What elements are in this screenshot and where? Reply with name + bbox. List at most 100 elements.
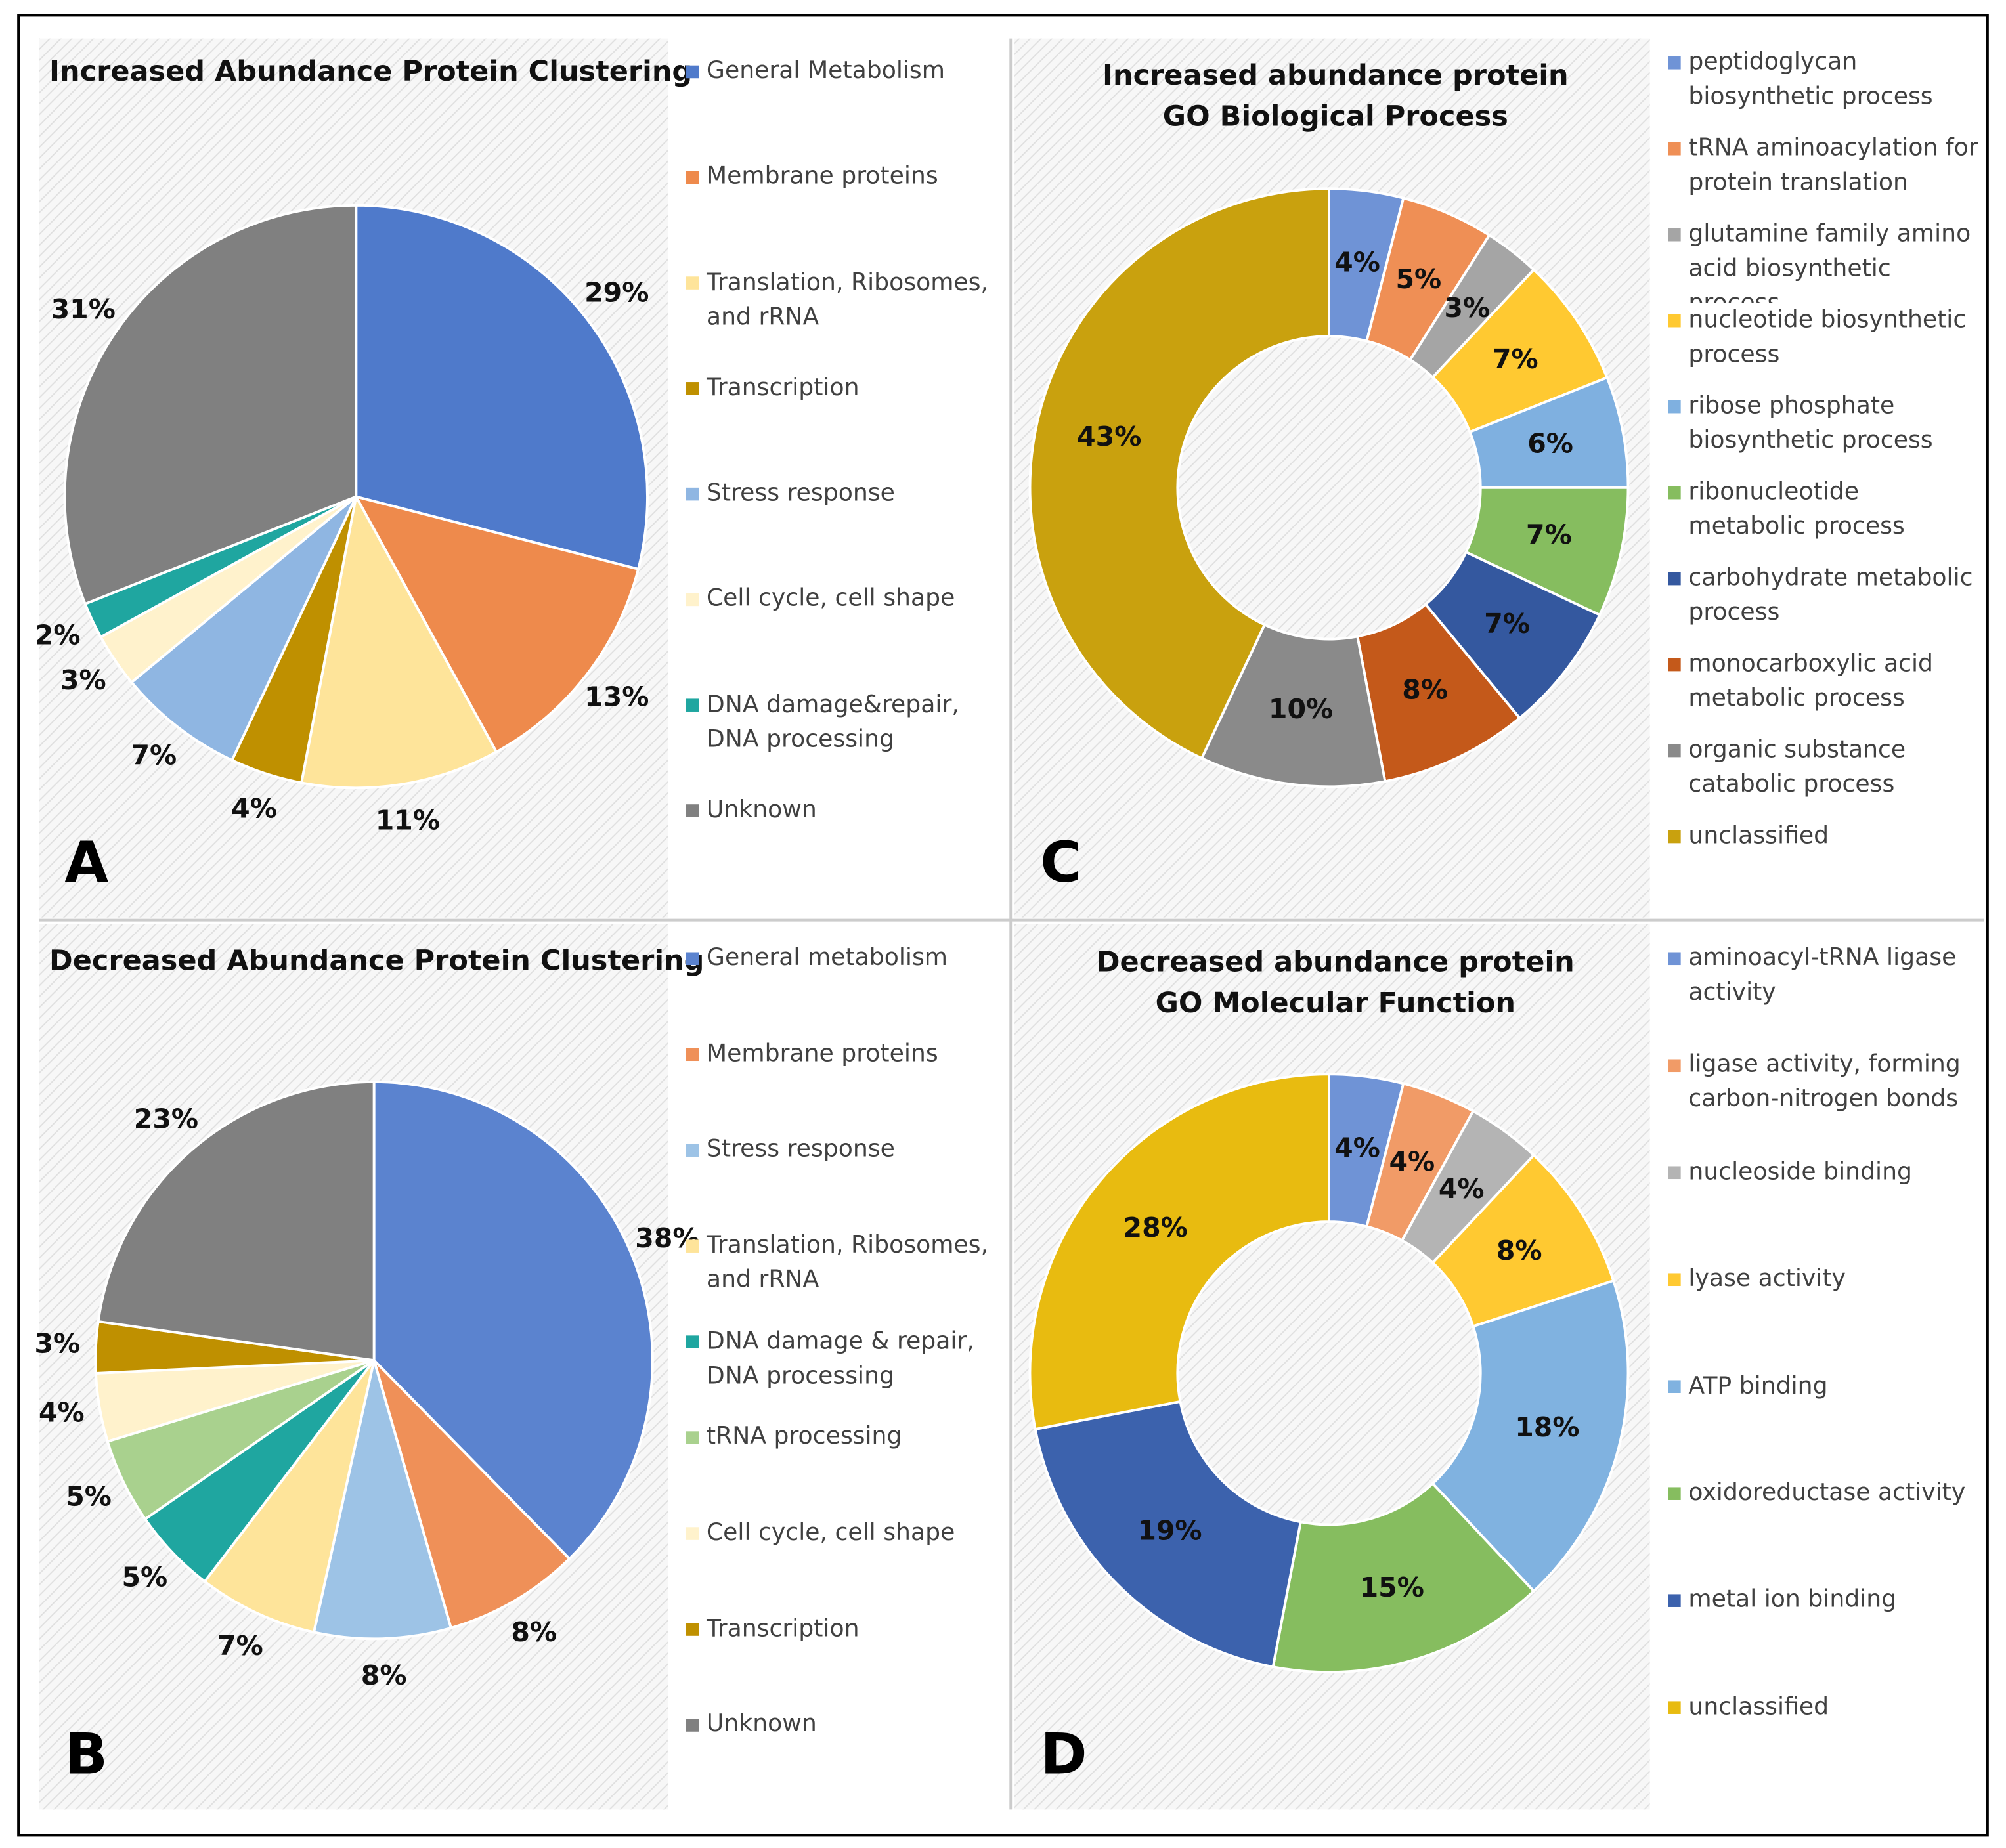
- legend-entry: ribonucleotide metabolic process: [1688, 479, 1905, 540]
- legend-entry: ligase activity, forming carbon-nitrogen…: [1688, 1051, 1961, 1113]
- pie-slice: [299, 492, 498, 790]
- data-label: 4%: [1334, 246, 1380, 278]
- legend-swatch: [1668, 142, 1681, 156]
- legend-label: peptidoglycan biosynthetic process: [1688, 49, 1933, 111]
- legend-swatch: [686, 1527, 699, 1540]
- legend-entry: General Metabolism: [707, 58, 945, 85]
- legend-entry: Translation, Ribosomes, and rRNA: [706, 1232, 989, 1294]
- legend-swatch: [1668, 830, 1681, 844]
- data-label: 7%: [217, 1630, 263, 1662]
- legend-label: Stress response: [706, 1136, 895, 1163]
- donut-slice: [1271, 1482, 1536, 1674]
- pie-slice: [372, 1080, 654, 1561]
- legend-label: Unknown: [706, 796, 817, 824]
- legend-label: lyase activity: [1688, 1265, 1846, 1293]
- legend-swatch: [1668, 1380, 1681, 1394]
- legend-label: unclassified: [1688, 1693, 1829, 1721]
- pie-slice: [63, 204, 358, 606]
- legend-swatch: [1668, 744, 1681, 758]
- data-label: 29%: [584, 277, 649, 309]
- legend-swatch: [686, 1335, 699, 1348]
- legend-label: Translation, Ribosomes, and rRNA: [706, 1232, 989, 1294]
- legend-entry: aminoacyl-tRNA ligase activity: [1688, 944, 1957, 1006]
- legend-entry: unclassified: [1688, 1693, 1829, 1721]
- legend-label: carbohydrate metabolic process: [1688, 565, 1973, 626]
- legend-swatch: [686, 1144, 699, 1157]
- legend-label: glutamine family amino acid biosynthetic…: [1688, 221, 1971, 303]
- legend-label: aminoacyl-tRNA ligase activity: [1688, 944, 1957, 1006]
- legend-entry: Cell cycle, cell shape: [706, 585, 955, 612]
- legend-swatch: [686, 1623, 699, 1636]
- legend-label: Transcription: [706, 374, 860, 402]
- legend-label: ribose phosphate biosynthetic process: [1688, 393, 1933, 455]
- panel-label: A: [64, 830, 108, 895]
- legend-entry: Membrane proteins: [707, 1041, 938, 1067]
- data-label: 4%: [231, 792, 277, 824]
- legend-entry: Transcription: [706, 374, 860, 402]
- data-label: 6%: [1527, 428, 1573, 460]
- legend-background: [668, 924, 1009, 1810]
- chart-title: Decreased Abundance Protein Clustering: [49, 945, 704, 978]
- panel-label: D: [1040, 1722, 1087, 1788]
- legend-label: Transcription: [706, 1615, 860, 1643]
- data-label: 15%: [1360, 1572, 1424, 1603]
- legend-swatch: [686, 698, 699, 712]
- legend-swatch: [1668, 1594, 1681, 1607]
- legend-swatch: [1668, 1701, 1681, 1714]
- legend-label: General metabolism: [706, 944, 948, 972]
- legend-label: Unknown: [706, 1711, 817, 1738]
- panel-label: C: [1040, 830, 1081, 895]
- legend-swatch: [1668, 56, 1681, 70]
- legend-entry: organic substance catabolic process: [1688, 737, 1906, 798]
- pie-slice: [355, 204, 649, 571]
- data-label: 13%: [584, 681, 649, 712]
- data-label: 43%: [1077, 421, 1141, 452]
- legend-entry: glutamine family amino acid biosynthetic…: [1688, 221, 1971, 303]
- panel-label: B: [64, 1722, 108, 1788]
- data-label: 8%: [361, 1660, 407, 1691]
- legend-label: ligase activity, forming carbon-nitrogen…: [1688, 1051, 1961, 1113]
- data-label: 3%: [34, 1328, 80, 1360]
- legend-swatch: [686, 487, 699, 501]
- data-label: 3%: [60, 664, 106, 696]
- legend-swatch: [1668, 658, 1681, 672]
- chart-title: GO Biological Process: [1163, 100, 1508, 133]
- legend-background: [1649, 38, 1984, 918]
- legend-swatch: [1668, 1166, 1681, 1180]
- legend-label: Stress response: [706, 480, 895, 507]
- pie-slice: [129, 496, 358, 762]
- data-label: 28%: [1123, 1212, 1188, 1243]
- data-label: 7%: [1493, 343, 1538, 375]
- legend-swatch: [1668, 1273, 1681, 1287]
- legend-entry: Translation, Ribosomes, and rRNA: [707, 269, 988, 331]
- legend-entry: unclassified: [1688, 823, 1829, 850]
- legend-entry: Unknown: [706, 1711, 817, 1738]
- data-label: 3%: [1444, 292, 1490, 324]
- legend-swatch: [1668, 952, 1681, 966]
- legend-label: ribonucleotide metabolic process: [1688, 479, 1905, 540]
- donut-slice: [1028, 187, 1330, 760]
- legend-swatch: [1668, 1487, 1681, 1500]
- legend-background: [668, 38, 1009, 918]
- legend-swatch: [1668, 572, 1681, 586]
- legend-swatch: [686, 952, 699, 966]
- legend-swatch: [686, 1048, 699, 1062]
- data-label: 4%: [39, 1396, 85, 1428]
- legend-entry: Stress response: [706, 1136, 895, 1163]
- legend-swatch: [686, 382, 699, 395]
- legend-swatch: [686, 276, 699, 290]
- legend-swatch: [1668, 1059, 1681, 1073]
- legend-label: Cell cycle, cell shape: [706, 585, 955, 612]
- legend-label: DNA damage & repair, DNA processing: [706, 1327, 974, 1390]
- data-label: 31%: [51, 293, 116, 325]
- legend-label: unclassified: [1688, 823, 1829, 850]
- legend-swatch: [686, 65, 699, 79]
- legend-swatch: [1668, 314, 1681, 328]
- donut-slice: [1200, 622, 1387, 788]
- data-label: 8%: [1402, 674, 1448, 705]
- legend-entry: metal ion binding: [1688, 1587, 1896, 1614]
- legend-entry: tRNA processing: [707, 1424, 902, 1451]
- data-label: 4%: [1439, 1173, 1485, 1205]
- legend-label: DNA damage&repair, DNA processing: [706, 691, 959, 753]
